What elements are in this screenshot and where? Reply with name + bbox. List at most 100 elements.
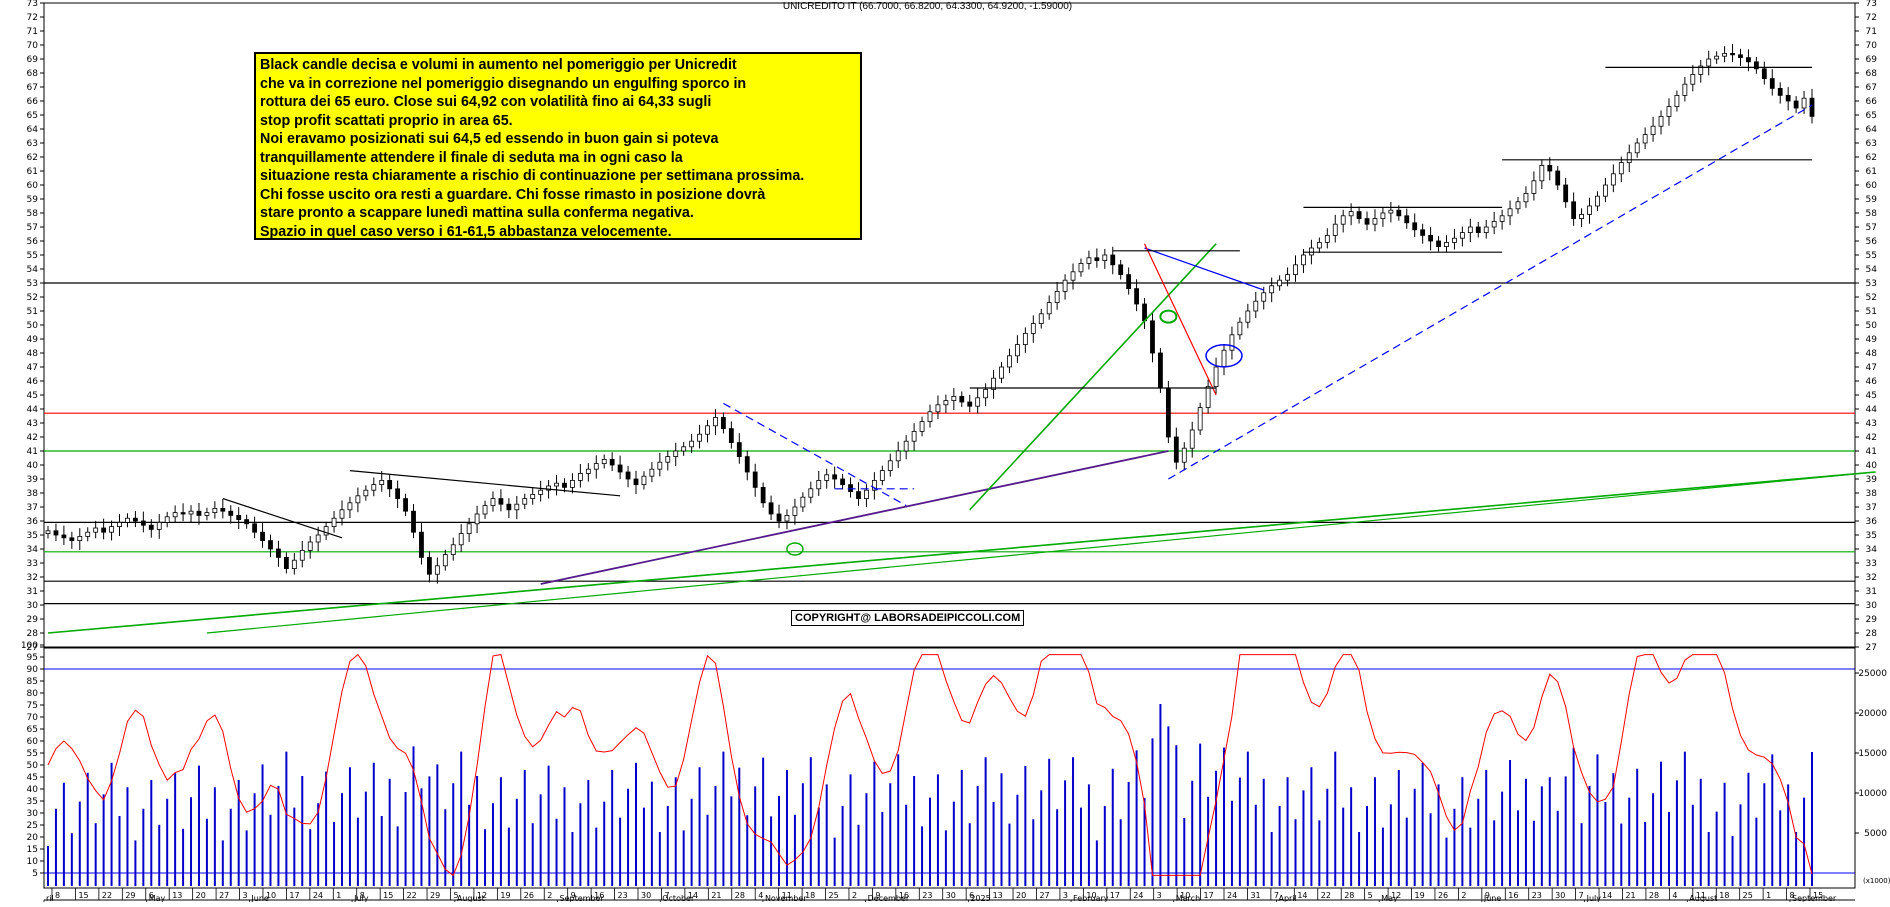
candle-body	[1459, 232, 1465, 239]
candle-body	[570, 479, 575, 488]
day-tick-label: 3	[243, 891, 248, 900]
candle-body	[864, 489, 869, 500]
candle-body	[713, 416, 718, 427]
day-tick-label: 7	[1579, 891, 1584, 900]
candle-body	[1642, 134, 1648, 144]
candle-body	[911, 430, 917, 442]
candle-body	[879, 470, 885, 481]
price-tick-label-left: 49	[27, 335, 39, 345]
month-label: May	[1381, 894, 1398, 902]
price-tick-label-right: 41	[1866, 447, 1877, 457]
candle-body	[903, 440, 909, 452]
candle-body	[339, 509, 345, 519]
day-tick-label: 8	[360, 891, 365, 900]
day-tick-label: 27	[1039, 891, 1049, 900]
oscillator-tick-label: 40	[27, 785, 39, 795]
day-tick-label: 14	[1297, 891, 1307, 900]
month-label: September	[1792, 894, 1837, 902]
candle-body	[379, 479, 385, 485]
candle-body	[1197, 407, 1203, 431]
price-tick-label-left: 59	[27, 195, 39, 205]
day-tick-label: 12	[477, 891, 487, 900]
price-tick-label-left: 36	[27, 517, 39, 527]
candle-body	[935, 404, 941, 413]
day-tick-label: 9	[571, 891, 576, 900]
candle-body	[1253, 300, 1259, 312]
month-label: February	[1073, 894, 1109, 902]
candle-body	[1555, 170, 1561, 186]
price-tick-label-right: 46	[1866, 377, 1878, 387]
day-tick-label: 30	[946, 891, 956, 900]
oscillator-tick-label: 15	[27, 845, 38, 855]
price-tick-label-right: 36	[1866, 517, 1878, 527]
trendline-rally	[969, 243, 1217, 511]
candle-body	[45, 530, 51, 534]
candle-body	[1142, 303, 1147, 322]
day-tick-label: 1	[1766, 891, 1771, 900]
candle-body	[1324, 234, 1330, 243]
candle-body	[1714, 55, 1720, 60]
candle-body	[1499, 215, 1505, 222]
candle-body	[1483, 226, 1489, 233]
day-tick-label: 17	[289, 891, 299, 900]
candle-body	[1181, 447, 1187, 463]
candle-body	[331, 517, 337, 528]
commentary-line: tranquillamente attendere il finale di s…	[260, 149, 683, 166]
month-label: May	[149, 894, 166, 902]
price-tick-label-right: 47	[1866, 363, 1877, 373]
candle-body	[776, 513, 782, 522]
candle-body	[125, 517, 130, 523]
price-tick-label-right: 64	[1866, 125, 1878, 135]
day-tick-label: 10	[1180, 891, 1190, 900]
candle-body	[1332, 223, 1338, 236]
price-tick-label-left: 45	[27, 391, 38, 401]
candle-body	[156, 522, 162, 530]
candle-body	[291, 559, 297, 570]
candle-body	[434, 565, 440, 575]
candle-body	[1388, 209, 1394, 214]
oscillator-tick-label: 5	[32, 869, 38, 879]
day-tick-label: 24	[1133, 891, 1143, 900]
oscillator-tick-label: 10	[27, 857, 39, 867]
price-tick-label-right: 55	[1866, 251, 1877, 261]
commentary-line: rottura dei 65 euro. Close sui 64,92 con…	[260, 94, 712, 110]
candle-body	[1746, 57, 1751, 63]
day-tick-label: 5	[1368, 891, 1373, 900]
price-tick-label-left: 52	[27, 293, 38, 303]
candle-body	[1062, 279, 1068, 292]
candle-body	[1348, 211, 1354, 217]
day-tick-label: 12	[1391, 891, 1401, 900]
candle-body	[1237, 321, 1243, 336]
price-tick-label-right: 31	[1866, 587, 1877, 597]
candle-body	[1444, 241, 1449, 247]
price-tick-label-left: 67	[27, 83, 38, 93]
day-tick-label: 30	[641, 891, 651, 900]
candle-body	[1173, 436, 1179, 463]
candle-body	[1094, 257, 1100, 261]
price-tick-label-right: 69	[1866, 55, 1878, 65]
candle-body	[283, 557, 289, 570]
price-tick-label-left: 33	[27, 559, 38, 569]
commentary-line: che va in correzione nel pomeriggio dise…	[260, 75, 747, 92]
candle-body	[832, 474, 838, 480]
oscillator-tick-label: 20	[27, 833, 39, 843]
candle-body	[1761, 68, 1767, 80]
month-label: April	[1278, 894, 1296, 902]
day-tick-label: 25	[829, 891, 839, 900]
candle-body	[1293, 264, 1298, 275]
price-tick-label-right: 35	[1866, 531, 1877, 541]
price-tick-label-left: 63	[27, 139, 38, 149]
candle-body	[1777, 88, 1783, 96]
day-tick-label: 11	[1696, 891, 1706, 900]
candle-body	[109, 526, 114, 533]
oscillator-panel-frame	[43, 647, 1856, 889]
candle-body	[554, 482, 559, 487]
day-tick-label: 8	[1790, 891, 1795, 900]
price-tick-label-right: 72	[1866, 13, 1877, 23]
price-tick-label-left: 72	[27, 13, 38, 23]
day-tick-label: 15	[78, 891, 88, 900]
day-tick-label: 30	[1555, 891, 1565, 900]
commentary-line: Chi fosse uscito ora resti a guardare. C…	[260, 186, 766, 203]
price-tick-label-left: 44	[27, 405, 39, 415]
